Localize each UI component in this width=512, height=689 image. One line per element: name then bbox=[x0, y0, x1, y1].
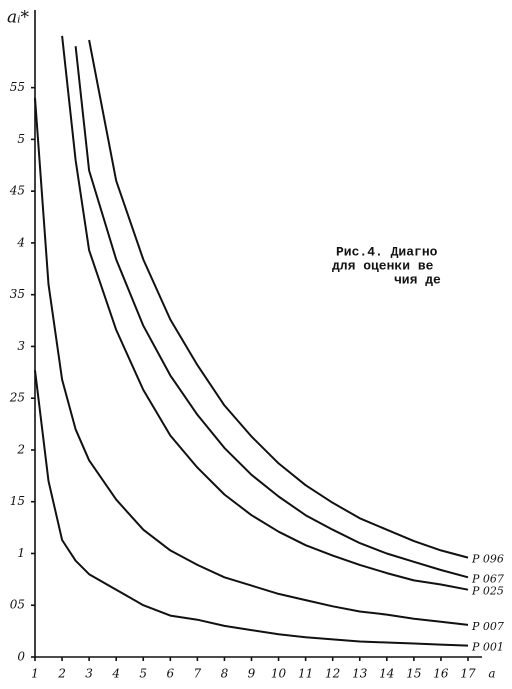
x-tick-label: 8 bbox=[221, 667, 229, 681]
series-label: P 025 bbox=[471, 585, 504, 598]
y-tick-label: 0 bbox=[17, 650, 25, 664]
caption-line: для оценки ве bbox=[332, 258, 434, 273]
y-tick-label: 35 bbox=[10, 287, 25, 301]
y-tick-label: 2 bbox=[16, 442, 25, 456]
x-tick-label: 11 bbox=[298, 667, 313, 681]
y-tick-label: 05 bbox=[10, 598, 25, 612]
y-tick-label: 3 bbox=[17, 339, 25, 353]
x-tick-label: 17 bbox=[460, 667, 476, 681]
x-tick-label: 2 bbox=[57, 667, 66, 681]
x-tick-label: 10 bbox=[271, 667, 287, 681]
series-label: P 096 bbox=[471, 553, 504, 566]
y-tick-label: 1 bbox=[17, 546, 25, 560]
x-tick-label: 12 bbox=[325, 667, 340, 681]
curve bbox=[34, 370, 469, 647]
x-tick-label: 14 bbox=[379, 667, 394, 681]
y-axis-label: aᵢ* bbox=[7, 8, 30, 28]
curve bbox=[34, 97, 469, 626]
curve bbox=[88, 39, 469, 559]
series-label: P 001 bbox=[471, 641, 504, 654]
x-tick-label: 13 bbox=[352, 667, 368, 681]
x-axis-label: a bbox=[488, 667, 495, 681]
x-tick-label: 7 bbox=[194, 667, 202, 681]
series-label: P 007 bbox=[471, 620, 504, 633]
x-tick-label: 15 bbox=[406, 667, 421, 681]
x-tick-label: 3 bbox=[85, 667, 93, 681]
x-tick-label: 6 bbox=[166, 667, 174, 681]
y-tick-label: 45 bbox=[9, 184, 25, 198]
y-tick-label: 4 bbox=[16, 235, 25, 249]
curve bbox=[74, 46, 469, 579]
y-tick-label: 5 bbox=[17, 132, 25, 146]
caption-line: Рис.4. Диагно bbox=[336, 244, 438, 259]
x-tick-label: 9 bbox=[248, 667, 256, 681]
caption-line: чия де bbox=[394, 272, 441, 287]
x-tick-label: 5 bbox=[139, 667, 147, 681]
y-tick-label: 15 bbox=[10, 494, 25, 508]
x-tick-label: 1 bbox=[31, 667, 39, 681]
y-tick-label: 55 bbox=[10, 80, 25, 94]
series-label: P 067 bbox=[471, 572, 504, 585]
x-tick-label: 16 bbox=[433, 667, 449, 681]
x-tick-label: 4 bbox=[111, 667, 120, 681]
curve bbox=[61, 35, 469, 591]
y-tick-label: 25 bbox=[9, 391, 25, 405]
